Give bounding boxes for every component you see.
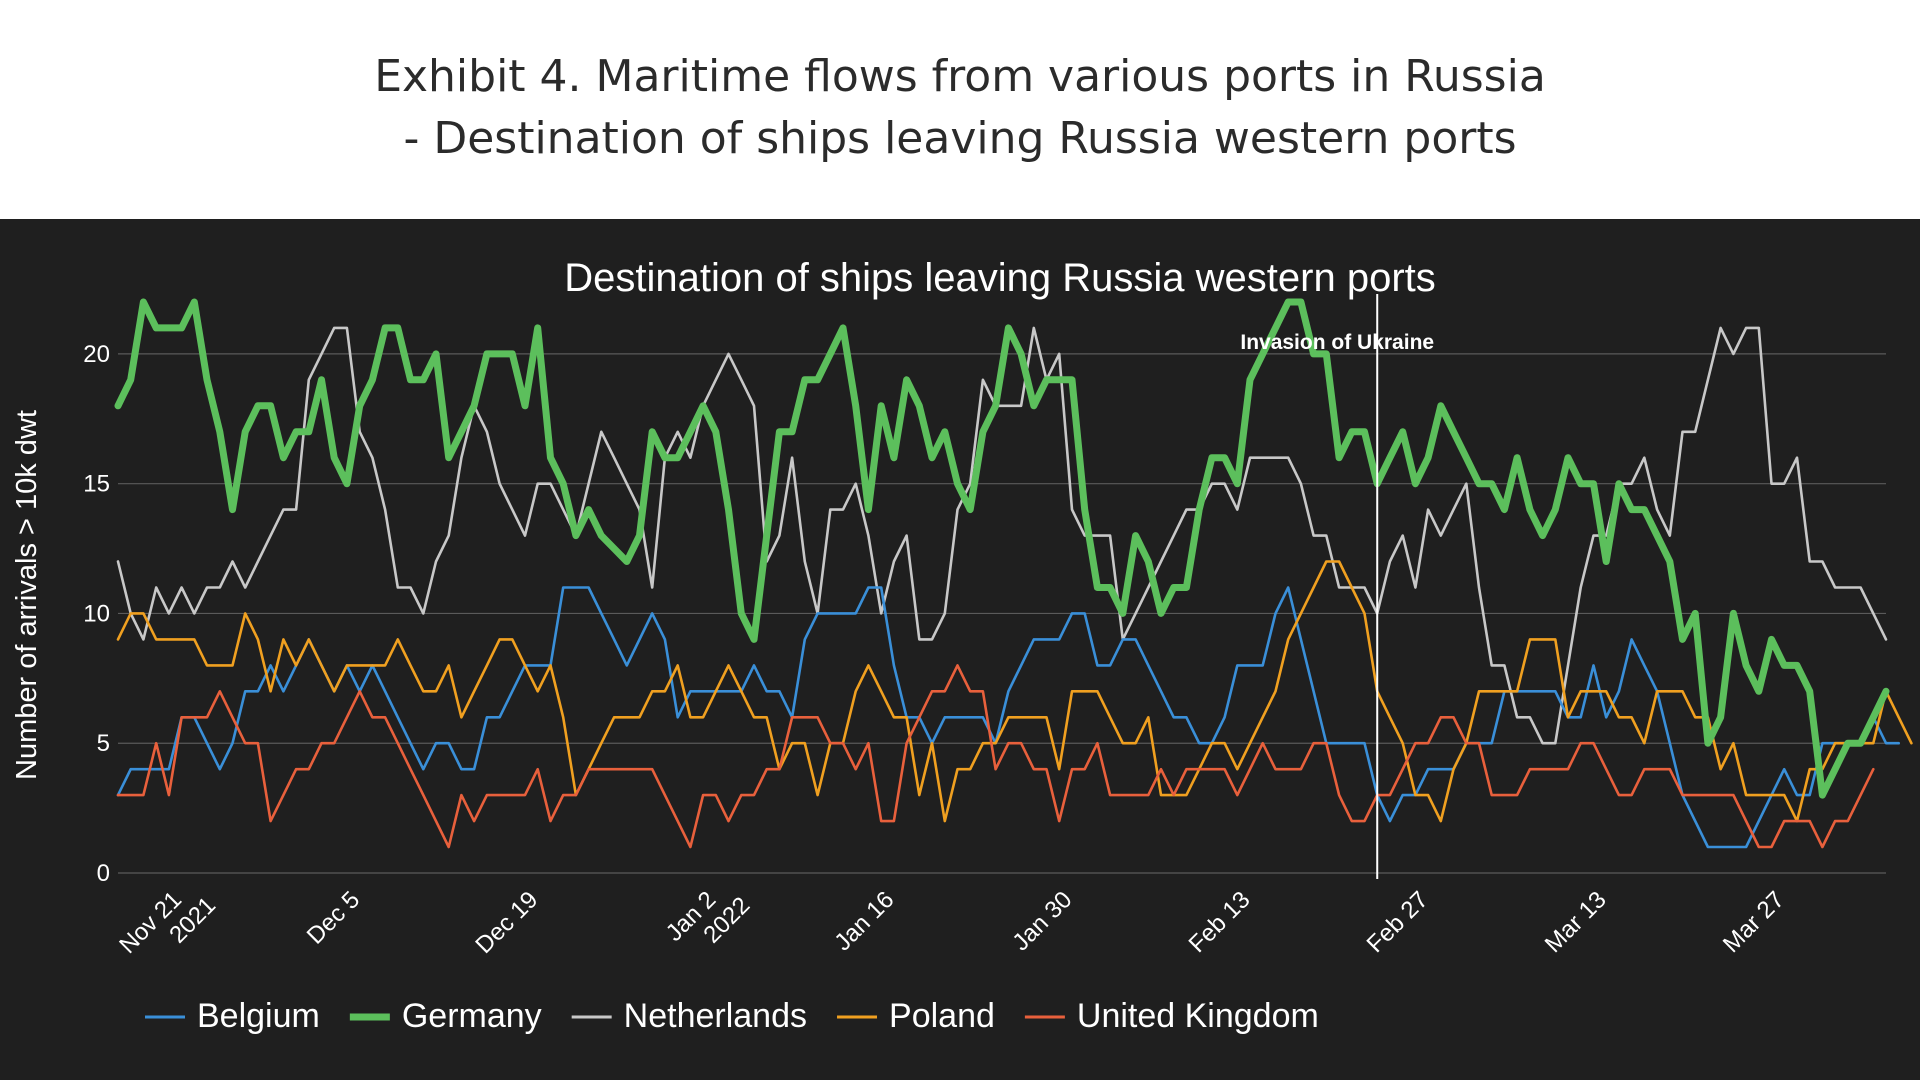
- legend-label: United Kingdom: [1077, 997, 1319, 1035]
- legend-label: Netherlands: [624, 997, 807, 1035]
- x-tick-label: Feb 13: [1184, 886, 1256, 958]
- y-axis-label: Number of arrivals > 10k dwt: [11, 410, 43, 780]
- series-line-germany[interactable]: [114, 298, 1890, 799]
- x-tick-jan-30: Jan 30: [1007, 886, 1077, 956]
- legend-item-poland[interactable]: Poland: [837, 997, 995, 1035]
- x-tick-label: Jan 30: [1007, 886, 1077, 956]
- x-tick-label: Jan 16: [829, 886, 899, 956]
- legend-label: Poland: [889, 997, 995, 1035]
- y-tick-label: 5: [97, 730, 110, 757]
- x-tick-label: Feb 27: [1362, 886, 1434, 958]
- legend-label: Germany: [402, 997, 542, 1035]
- x-tick-label: Mar 27: [1718, 886, 1790, 958]
- invasion-annotation: Invasion of Ukraine: [1240, 331, 1434, 354]
- x-tick-feb-27: Feb 27: [1362, 886, 1434, 958]
- x-tick-mar-13: Mar 13: [1540, 886, 1612, 958]
- annotation-layer: Invasion of Ukraine: [1240, 294, 1434, 879]
- exhibit-title-line2: - Destination of ships leaving Russia we…: [403, 113, 1517, 164]
- exhibit-title-line1: Exhibit 4. Maritime flows from various p…: [374, 51, 1546, 102]
- legend-item-united-kingdom[interactable]: United Kingdom: [1024, 997, 1319, 1035]
- legend-item-belgium[interactable]: Belgium: [145, 997, 320, 1035]
- legend-item-germany[interactable]: Germany: [349, 997, 542, 1035]
- x-tick-label: Mar 13: [1540, 886, 1612, 958]
- series-line-poland[interactable]: [116, 560, 1913, 823]
- y-tick-labels: 0 5 10 15 20: [83, 341, 110, 887]
- legend[interactable]: Belgium Germany Netherlands Poland United Ki…: [145, 997, 1319, 1035]
- x-tick-jan-16: Jan 16: [829, 886, 899, 956]
- series-layer: [114, 298, 1913, 849]
- x-tick-dec-19: Dec 19: [470, 886, 543, 959]
- legend-item-netherlands[interactable]: Netherlands: [571, 997, 807, 1035]
- chart-title: Destination of ships leaving Russia west…: [564, 256, 1436, 300]
- y-tick-label: 0: [97, 860, 110, 887]
- chart-panel: Destination of ships leaving Russia west…: [0, 219, 1920, 1080]
- series-line-united-kingdom[interactable]: [116, 664, 1875, 849]
- y-tick-label: 15: [83, 471, 110, 498]
- series-line-belgium[interactable]: [116, 586, 1900, 849]
- x-tick-dec-5: Dec 5: [302, 886, 365, 949]
- y-tick-label: 10: [83, 600, 110, 627]
- x-tick-label: Dec 19: [470, 886, 543, 959]
- legend-label: Belgium: [197, 997, 320, 1035]
- line-chart: Destination of ships leaving Russia west…: [11, 256, 1913, 1035]
- exhibit-title: Exhibit 4. Maritime flows from various p…: [0, 46, 1920, 170]
- y-tick-label: 20: [83, 341, 110, 368]
- x-tick-label: Dec 5: [302, 886, 365, 949]
- x-tick-mar-27: Mar 27: [1718, 886, 1790, 958]
- series-line-netherlands[interactable]: [116, 326, 1888, 745]
- x-tick-feb-13: Feb 13: [1184, 886, 1256, 958]
